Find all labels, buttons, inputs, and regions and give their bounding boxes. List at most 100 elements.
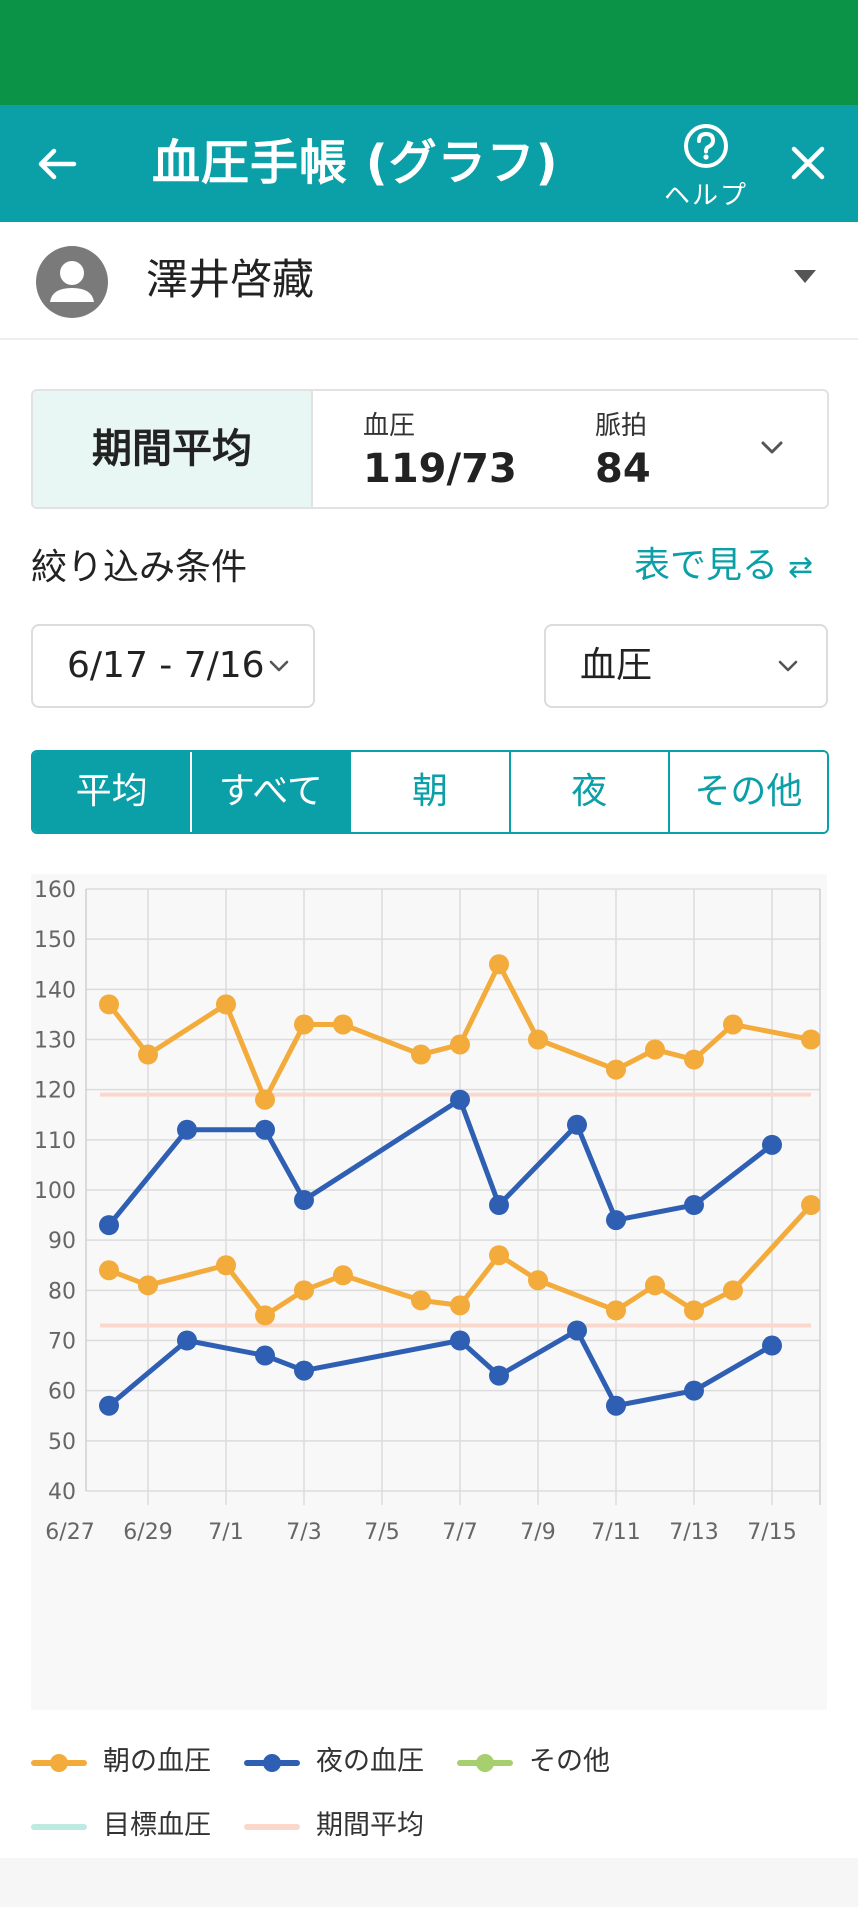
segment-average[interactable]: 平均 (33, 752, 191, 832)
data-point (801, 1195, 820, 1216)
data-point (450, 1330, 470, 1351)
y-tick-label: 50 (48, 1430, 76, 1455)
legend-marker (476, 1754, 494, 1772)
data-point (99, 1395, 119, 1416)
measurement-type-select[interactable]: 血圧 (544, 624, 828, 708)
data-point (411, 1290, 431, 1311)
y-tick-label: 60 (48, 1380, 76, 1405)
data-point (294, 1190, 314, 1211)
data-point (684, 1049, 704, 1070)
data-point (255, 1305, 275, 1326)
data-point (684, 1380, 704, 1401)
legend-swatch (31, 1824, 87, 1830)
pulse-average: 脈拍 84 (595, 405, 651, 492)
data-point (294, 1280, 314, 1301)
x-tick-label: 7/13 (669, 1520, 718, 1545)
data-point (99, 994, 119, 1015)
view-as-table-label: 表で見る (634, 545, 779, 586)
data-point (294, 1014, 314, 1035)
user-name: 澤井啓藏 (146, 255, 315, 304)
segment-night[interactable]: 夜 (508, 752, 668, 832)
y-tick-label: 70 (48, 1330, 76, 1355)
legend-label: 朝の血圧 (103, 1746, 211, 1777)
y-tick-label: 40 (48, 1480, 76, 1505)
period-average-panel[interactable]: 期間平均 血圧 119/73 脈拍 84 (31, 389, 829, 509)
y-tick-label: 100 (34, 1179, 76, 1204)
help-label: ヘルプ (663, 181, 748, 211)
segment-morning[interactable]: 朝 (349, 752, 509, 832)
legend-label: 目標血圧 (103, 1810, 211, 1841)
chevron-down-icon[interactable] (761, 441, 783, 455)
data-point (177, 1330, 197, 1351)
bp-label: 血圧 (363, 411, 416, 441)
x-tick-label: 6/27 (45, 1520, 94, 1545)
dropdown-caret-icon (794, 270, 816, 283)
bottom-strip (0, 1858, 858, 1907)
x-tick-label: 7/9 (520, 1520, 555, 1545)
y-tick-label: 120 (34, 1079, 76, 1104)
data-point (177, 1119, 197, 1140)
period-average-label: 期間平均 (33, 391, 313, 507)
page-title: 血圧手帳 (グラフ) (152, 135, 559, 191)
x-tick-label: 7/1 (208, 1520, 243, 1545)
data-point (645, 1039, 665, 1060)
pulse-value: 84 (595, 446, 651, 492)
view-as-table-link[interactable]: 表で見る ⇄ (634, 536, 813, 588)
data-point (489, 1195, 509, 1216)
measurement-type-value: 血圧 (580, 645, 653, 686)
data-point (762, 1134, 782, 1155)
chevron-down-icon (269, 660, 289, 672)
data-point (606, 1059, 626, 1080)
date-range-select[interactable]: 6/17 - 7/16 (31, 624, 315, 708)
user-selector[interactable]: 澤井啓藏 (0, 222, 858, 340)
data-point (294, 1360, 314, 1381)
chevron-down-icon (778, 660, 798, 672)
back-arrow-icon[interactable] (34, 141, 80, 187)
segment-other[interactable]: その他 (667, 752, 827, 832)
y-tick-label: 140 (34, 978, 76, 1003)
y-tick-label: 110 (34, 1129, 76, 1154)
data-point (606, 1210, 626, 1231)
data-point (255, 1089, 275, 1110)
y-tick-label: 80 (48, 1279, 76, 1304)
segment-all[interactable]: すべて (190, 752, 350, 832)
date-range-value: 6/17 - 7/16 (67, 645, 265, 686)
data-point (567, 1320, 587, 1341)
data-point (645, 1275, 665, 1296)
data-point (411, 1044, 431, 1065)
data-point (138, 1044, 158, 1065)
data-point (567, 1114, 587, 1135)
status-bar (0, 0, 858, 105)
legend-marker (263, 1754, 281, 1772)
data-point (489, 954, 509, 975)
data-point (723, 1280, 743, 1301)
filter-label: 絞り込み条件 (31, 547, 248, 588)
data-point (333, 1265, 353, 1286)
x-tick-label: 7/5 (364, 1520, 399, 1545)
legend-label: 夜の血圧 (316, 1746, 424, 1777)
data-point (723, 1014, 743, 1035)
data-point (333, 1014, 353, 1035)
blood-pressure-chart: 160 150 140 130 120 110 100 90 80 70 60 50 40 6/27 6/2… (31, 874, 827, 1710)
app-bar: 血圧手帳 (グラフ) ヘルプ (0, 105, 858, 222)
data-point (528, 1270, 548, 1291)
x-tick-label: 7/3 (286, 1520, 321, 1545)
data-point (489, 1245, 509, 1266)
data-point (606, 1300, 626, 1321)
help-icon (684, 124, 728, 168)
swap-arrows-icon: ⇄ (788, 550, 814, 585)
avatar-icon (36, 246, 108, 318)
data-point (762, 1335, 782, 1356)
data-point (606, 1395, 626, 1416)
data-point (450, 1295, 470, 1316)
y-tick-label: 150 (34, 928, 76, 953)
time-filter-segments: 平均 すべて 朝 夜 その他 (31, 750, 829, 834)
close-icon[interactable] (788, 143, 828, 183)
x-tick-label: 7/11 (591, 1520, 640, 1545)
data-point (99, 1260, 119, 1281)
data-point (450, 1034, 470, 1055)
x-tick-label: 6/29 (123, 1520, 172, 1545)
data-point (99, 1215, 119, 1236)
help-button[interactable]: ヘルプ (656, 117, 756, 217)
legend-swatch (244, 1824, 300, 1830)
